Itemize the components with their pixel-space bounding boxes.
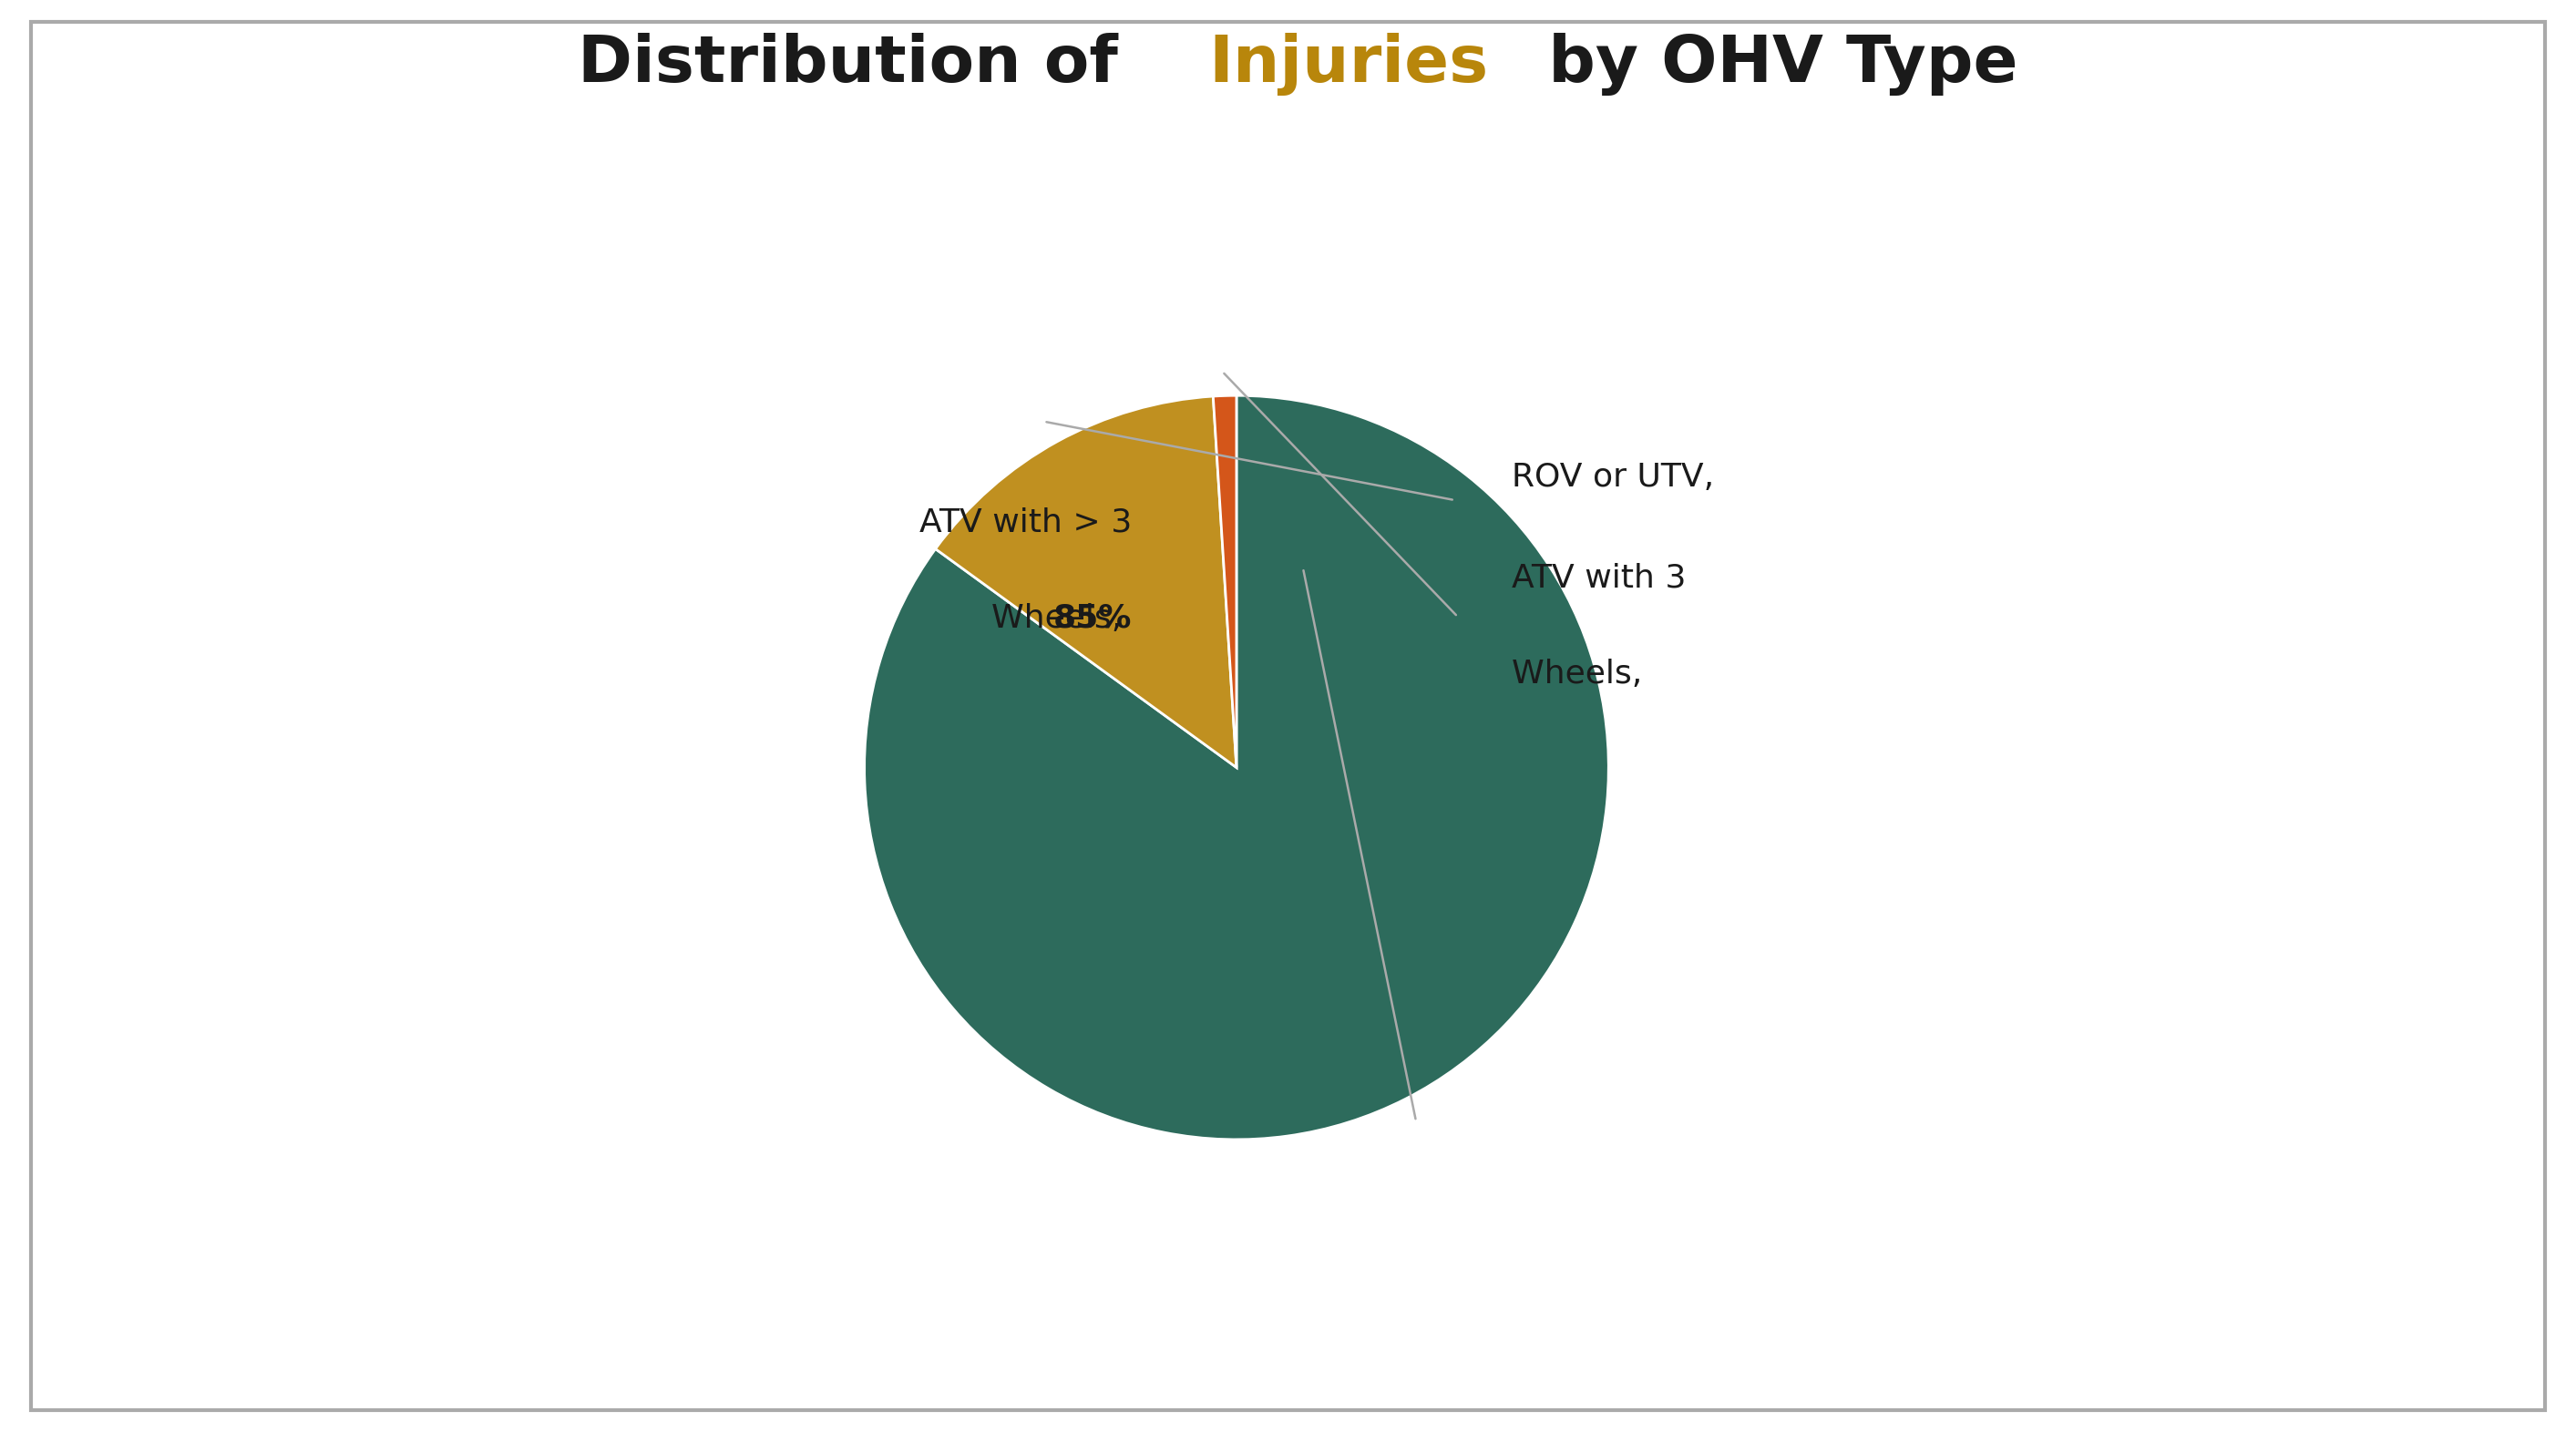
Wedge shape: [1213, 395, 1236, 768]
Wedge shape: [935, 397, 1236, 768]
Text: ATV with > 3: ATV with > 3: [920, 507, 1133, 538]
Wedge shape: [866, 395, 1607, 1140]
Text: ROV or UTV,: ROV or UTV,: [1512, 463, 1726, 493]
Text: 85%: 85%: [1054, 603, 1133, 634]
Text: Wheels,: Wheels,: [1512, 659, 1654, 690]
Text: ATV with 3: ATV with 3: [1512, 563, 1687, 594]
Text: Distribution of: Distribution of: [577, 33, 1141, 96]
Text: by OHV Type: by OHV Type: [1525, 33, 2017, 96]
Text: Wheels,: Wheels,: [992, 603, 1133, 634]
Text: Injuries: Injuries: [1208, 33, 1489, 96]
